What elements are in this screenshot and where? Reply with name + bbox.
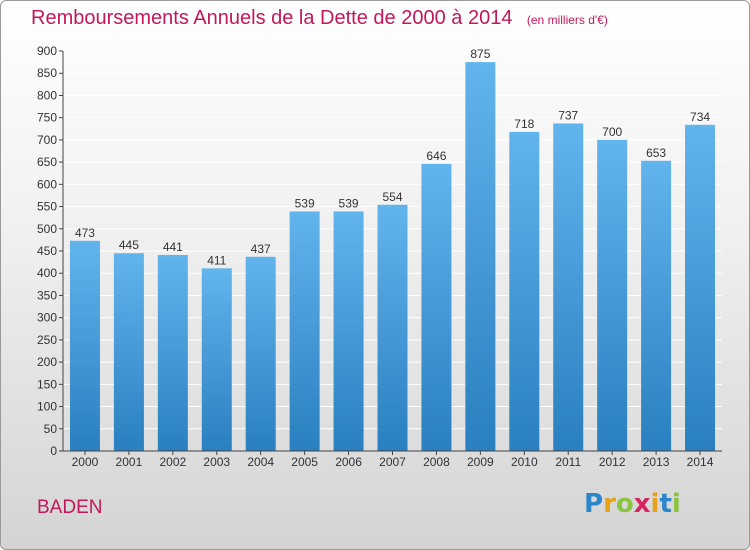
bar bbox=[245, 256, 276, 451]
y-tick-label: 300 bbox=[37, 311, 57, 325]
x-tick-label: 2012 bbox=[599, 455, 626, 469]
x-tick-label: 2010 bbox=[511, 455, 538, 469]
y-tick-label: 550 bbox=[37, 200, 57, 214]
y-tick-label: 400 bbox=[37, 266, 57, 280]
data-label: 554 bbox=[382, 190, 402, 204]
logo-letter: i bbox=[671, 489, 681, 519]
logo-letter: t bbox=[659, 489, 672, 519]
data-label: 734 bbox=[690, 110, 710, 124]
logo-letter: x bbox=[633, 489, 651, 519]
data-label: 875 bbox=[470, 47, 490, 61]
bar bbox=[553, 123, 584, 451]
bar bbox=[421, 163, 452, 451]
data-label: 411 bbox=[207, 253, 226, 267]
data-label: 445 bbox=[119, 238, 139, 252]
data-label: 473 bbox=[75, 226, 95, 240]
y-tick-label: 200 bbox=[37, 355, 57, 369]
data-label: 539 bbox=[295, 196, 315, 210]
bar bbox=[201, 268, 232, 451]
bar bbox=[465, 62, 496, 451]
data-label: 718 bbox=[514, 117, 534, 131]
logo-letter: i bbox=[650, 489, 660, 519]
city-name: BADEN bbox=[37, 497, 103, 518]
y-tick-label: 800 bbox=[37, 88, 57, 102]
bar bbox=[69, 240, 100, 451]
bar bbox=[685, 124, 716, 452]
y-tick-label: 100 bbox=[37, 400, 57, 414]
x-tick-label: 2006 bbox=[335, 455, 362, 469]
bar bbox=[113, 253, 144, 451]
y-tick-label: 0 bbox=[50, 444, 57, 458]
data-label: 653 bbox=[646, 146, 666, 160]
data-label: 539 bbox=[339, 196, 359, 210]
bar bbox=[289, 211, 320, 451]
x-tick-label: 2003 bbox=[203, 455, 230, 469]
logo-letter: r bbox=[603, 489, 616, 519]
data-label: 437 bbox=[251, 242, 271, 256]
y-tick-label: 850 bbox=[37, 66, 57, 80]
bar bbox=[377, 204, 408, 451]
logo-letter: P bbox=[584, 489, 604, 519]
y-tick-label: 150 bbox=[37, 377, 57, 391]
x-tick-label: 2002 bbox=[159, 455, 186, 469]
bar bbox=[597, 139, 628, 451]
bar bbox=[157, 255, 188, 451]
labels: 2000 473 2001 445 2002 441 2003 411 2004 437 2005 5… bbox=[72, 47, 714, 469]
y-tick-label: 600 bbox=[37, 177, 57, 191]
bar bbox=[509, 131, 540, 451]
x-tick-label: 2009 bbox=[467, 455, 494, 469]
y-tick-label: 450 bbox=[37, 244, 57, 258]
axes: 0 50 100 150 200 250 300 350 400 450 500 550 600 650 7… bbox=[37, 44, 722, 458]
x-tick-label: 2007 bbox=[379, 455, 406, 469]
x-tick-label: 2013 bbox=[643, 455, 670, 469]
x-tick-label: 2004 bbox=[247, 455, 274, 469]
y-tick-label: 650 bbox=[37, 155, 57, 169]
y-tick-label: 900 bbox=[37, 44, 57, 58]
chart-title: Remboursements Annuels de la Dette de 20… bbox=[31, 7, 513, 29]
x-tick-label: 2011 bbox=[555, 455, 581, 469]
y-tick-label: 250 bbox=[37, 333, 57, 347]
data-label: 700 bbox=[602, 125, 622, 139]
y-tick-label: 350 bbox=[37, 288, 57, 302]
chart-header: Remboursements Annuels de la Dette de 20… bbox=[31, 7, 608, 30]
x-tick-label: 2000 bbox=[72, 455, 99, 469]
bars bbox=[69, 62, 716, 452]
x-tick-label: 2014 bbox=[687, 455, 714, 469]
y-tick-label: 50 bbox=[44, 422, 58, 436]
bar bbox=[333, 211, 364, 451]
data-label: 441 bbox=[163, 240, 183, 254]
x-tick-label: 2001 bbox=[116, 455, 143, 469]
x-tick-label: 2008 bbox=[423, 455, 450, 469]
y-tick-label: 500 bbox=[37, 222, 57, 236]
data-label: 737 bbox=[558, 108, 578, 122]
y-tick-label: 750 bbox=[37, 111, 57, 125]
x-tick-label: 2005 bbox=[291, 455, 318, 469]
y-tick-label: 700 bbox=[37, 133, 57, 147]
bar bbox=[641, 160, 672, 451]
proxiti-logo: Proxiti bbox=[584, 489, 681, 519]
logo-letter: o bbox=[615, 489, 634, 519]
data-label: 646 bbox=[426, 149, 446, 163]
chart-unit: (en milliers d'€) bbox=[526, 13, 608, 27]
